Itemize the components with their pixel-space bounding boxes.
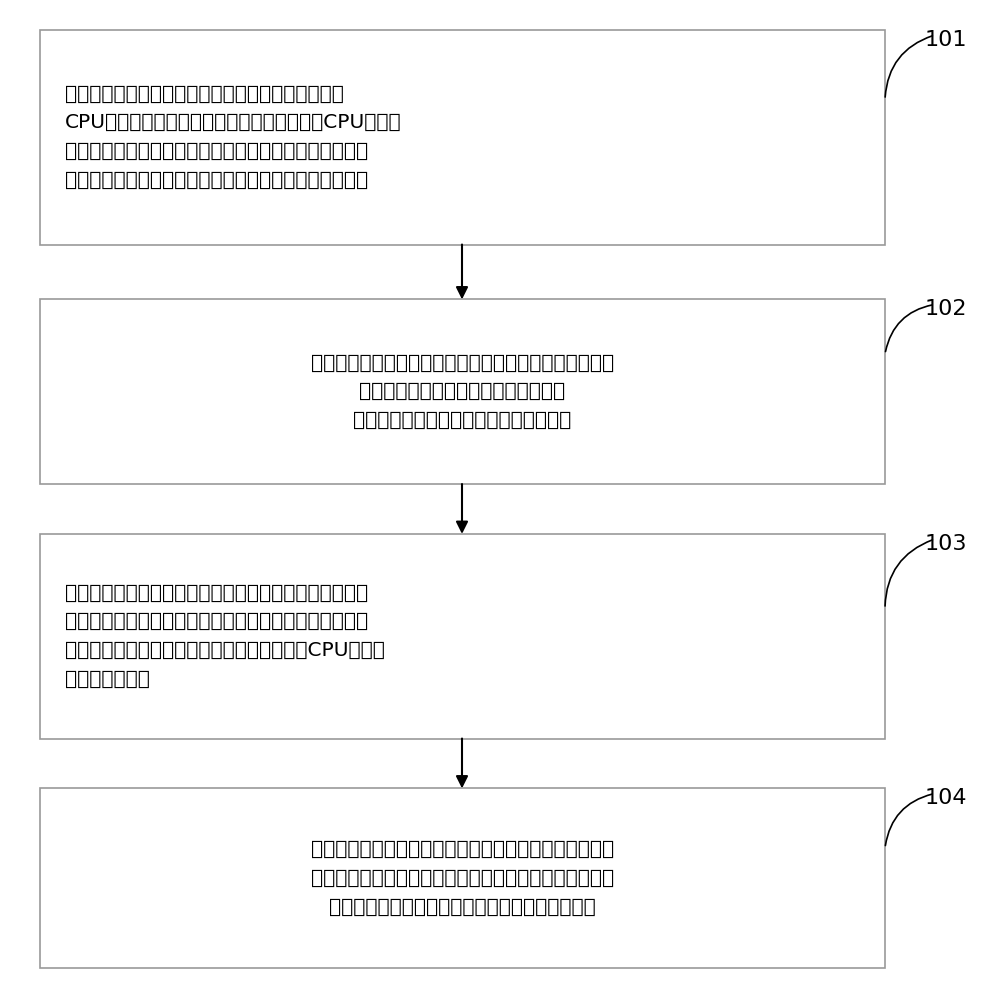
- Bar: [40, 30, 885, 245]
- Text: 103: 103: [925, 534, 968, 554]
- Text: 在所述源处理器与所述目标处理器之间建立连接，将所述
调度模块调度到所述目标处理器，以使得所述源处理器和
所述目标处理器共同完成所述源处理器对应的任务: 在所述源处理器与所述目标处理器之间建立连接，将所述 调度模块调度到所述目标处理器…: [311, 840, 614, 916]
- Text: 102: 102: [925, 299, 968, 319]
- Bar: [40, 788, 885, 968]
- Text: 101: 101: [925, 30, 968, 50]
- Text: 针对每个源处理器，在该源处理器的各算法模块中，确定
至少一个调度模块，其中，在所述异构
从处理器中，一个线程包括多个算法模块: 针对每个源处理器，在该源处理器的各算法模块中，确定 至少一个调度模块，其中，在所…: [311, 353, 614, 430]
- Text: 针对每个调度模块，根据模块属性表中保存的算法模块与
至少一个异构从处理器的对应关系，获取所述调度模块调
度到的目标处理器，其中所述目标处理器当前CPU负载小
于: 针对每个调度模块，根据模块属性表中保存的算法模块与 至少一个异构从处理器的对应关…: [65, 584, 385, 689]
- Text: 104: 104: [925, 788, 968, 808]
- Bar: [40, 534, 885, 739]
- Bar: [40, 299, 885, 484]
- Text: 电子设备中的主处理器监测每个异构从处理器的当前
CPU负载，并从各异构从处理器中，识别当前CPU负载大
于其对应的第一设定阈值的至少一个源处理器，每个异构
从处: 电子设备中的主处理器监测每个异构从处理器的当前 CPU负载，并从各异构从处理器中…: [65, 85, 402, 190]
